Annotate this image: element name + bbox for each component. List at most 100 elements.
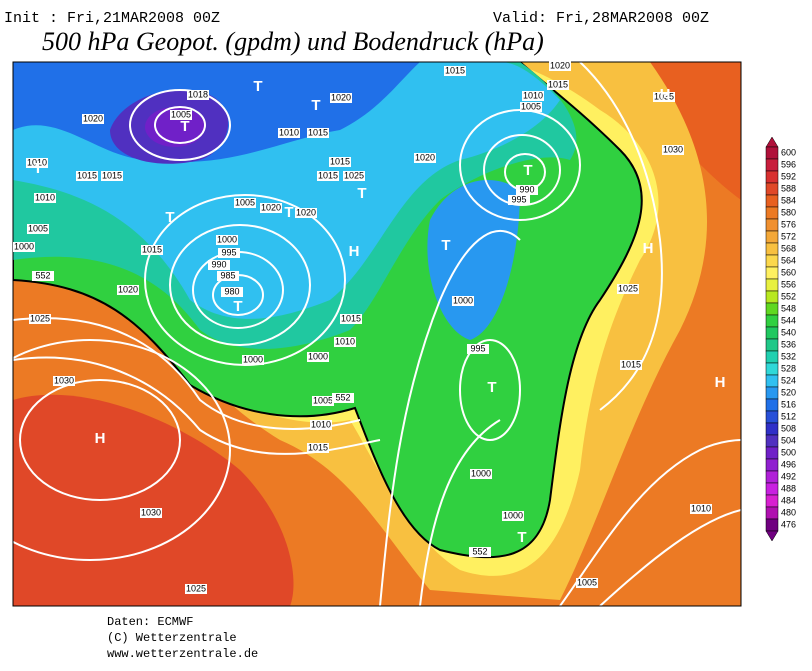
colorbar-label: 540 [781, 327, 796, 337]
isobar-label-bg [295, 208, 317, 218]
colorbar-cell [765, 458, 779, 472]
colorbar-label: 488 [781, 483, 796, 493]
isobar-label-bg [343, 171, 365, 181]
isobar-label-bg [53, 376, 75, 386]
colorbar-cell [765, 434, 779, 448]
isobar-label-bg [317, 171, 339, 181]
isobar-label: 1010 [335, 336, 355, 346]
colorbar: 600 596 592 588 584 580 576 572 568 564 560 556 552 5… [765, 136, 796, 542]
isobar-label-bg [307, 443, 329, 453]
colorbar-label: 536 [781, 339, 796, 349]
pressure-center: T [487, 379, 496, 396]
isobar-label: 1010 [523, 90, 543, 100]
colorbar-cell [765, 326, 779, 340]
colorbar-label: 596 [781, 159, 796, 169]
isobar-label: 1025 [618, 283, 638, 293]
colorbar-label: 496 [781, 459, 796, 469]
colorbar-label: 564 [781, 255, 796, 265]
colorbar-cell [765, 170, 779, 184]
isobar-label: 995 [511, 194, 526, 204]
colorbar-cell [765, 350, 779, 364]
isobar-label-bg [208, 260, 230, 270]
pressure-center: T [180, 118, 189, 135]
colorbar-label: 508 [781, 423, 796, 433]
colorbar-label: 520 [781, 387, 796, 397]
colorbar-label: 556 [781, 279, 796, 289]
colorbar-cell [765, 218, 779, 232]
colorbar-cell [765, 290, 779, 304]
pressure-center: T [357, 185, 366, 202]
colorbar-label: 492 [781, 471, 796, 481]
isobar-label: 1020 [261, 202, 281, 212]
isobar-label: 1000 [308, 351, 328, 361]
colorbar-cell [765, 506, 779, 520]
isobar-label: 990 [211, 259, 226, 269]
colorbar-label: 568 [781, 243, 796, 253]
colorbar-cell [765, 518, 779, 532]
isobar-label-bg [32, 271, 54, 281]
isobar-label-bg [444, 66, 466, 76]
isobar-label: 552 [35, 270, 50, 280]
copyright: (C) Wetterzentrale [107, 631, 237, 645]
isobar-label-bg [26, 158, 48, 168]
isobar-label-bg [549, 61, 571, 71]
colorbar-cell [765, 482, 779, 496]
colorbar-cell [765, 194, 779, 208]
map-title: 500 hPa Geopot. (gpdm) und Bodendruck (h… [42, 27, 544, 56]
isobar-label-bg [185, 584, 207, 594]
isobar-label: 1035 [654, 91, 674, 101]
isobar-label-bg [516, 185, 538, 195]
colorbar-cell [765, 254, 779, 268]
isobar-label-bg [76, 171, 98, 181]
isobar-label: 1020 [118, 284, 138, 294]
isobar-label: 1030 [54, 375, 74, 385]
isobar-label: 1010 [35, 192, 55, 202]
isobar-label: 985 [220, 270, 235, 280]
isobar-label: 1015 [308, 442, 328, 452]
colorbar-cell [765, 494, 779, 508]
isobar-label: 1005 [313, 395, 333, 405]
colorbar-cell [765, 386, 779, 400]
colorbar-label: 500 [781, 447, 796, 457]
isobar-label: 1005 [235, 197, 255, 207]
isobar-label-bg [469, 547, 491, 557]
map-frame [12, 61, 742, 607]
isobar-label-bg [307, 128, 329, 138]
isobar-label-bg [217, 271, 239, 281]
isobar-label: 1000 [503, 510, 523, 520]
isobar-label-bg [13, 242, 35, 252]
pressure-center: H [643, 240, 654, 257]
isobar-label: 1000 [14, 241, 34, 251]
isobar-label: 1015 [548, 79, 568, 89]
colorbar-label: 548 [781, 303, 796, 313]
isobar-label: 1015 [341, 313, 361, 323]
pressure-center: H [95, 430, 106, 447]
colorbar-label: 544 [781, 315, 796, 325]
isobar-label-bg [576, 578, 598, 588]
colorbar-cell [765, 242, 779, 256]
colorbar-cell [765, 266, 779, 280]
isobar-label: 1005 [171, 109, 191, 119]
colorbar-label: 580 [781, 207, 796, 217]
isobar-label: 1010 [279, 127, 299, 137]
colorbar-cell [765, 446, 779, 460]
colorbar-label: 476 [781, 519, 796, 529]
colorbar-cell [765, 146, 779, 160]
isobar-label: 1000 [217, 234, 237, 244]
isobar-label-bg [101, 171, 123, 181]
colorbar-cell [765, 182, 779, 196]
isobar-label-bg [329, 157, 351, 167]
colorbar-label: 528 [781, 363, 796, 373]
colorbar-label: 572 [781, 231, 796, 241]
isobar-label-bg [340, 314, 362, 324]
isobar-label: 1015 [308, 127, 328, 137]
isobar-label: 1015 [77, 170, 97, 180]
colorbar-cell [765, 422, 779, 436]
isobar-label: 1030 [663, 144, 683, 154]
colorbar-label: 484 [781, 495, 796, 505]
data-source: Daten: ECMWF [107, 615, 193, 629]
map-area [13, 62, 741, 606]
colorbar-label: 552 [781, 291, 796, 301]
colorbar-cell [765, 470, 779, 484]
